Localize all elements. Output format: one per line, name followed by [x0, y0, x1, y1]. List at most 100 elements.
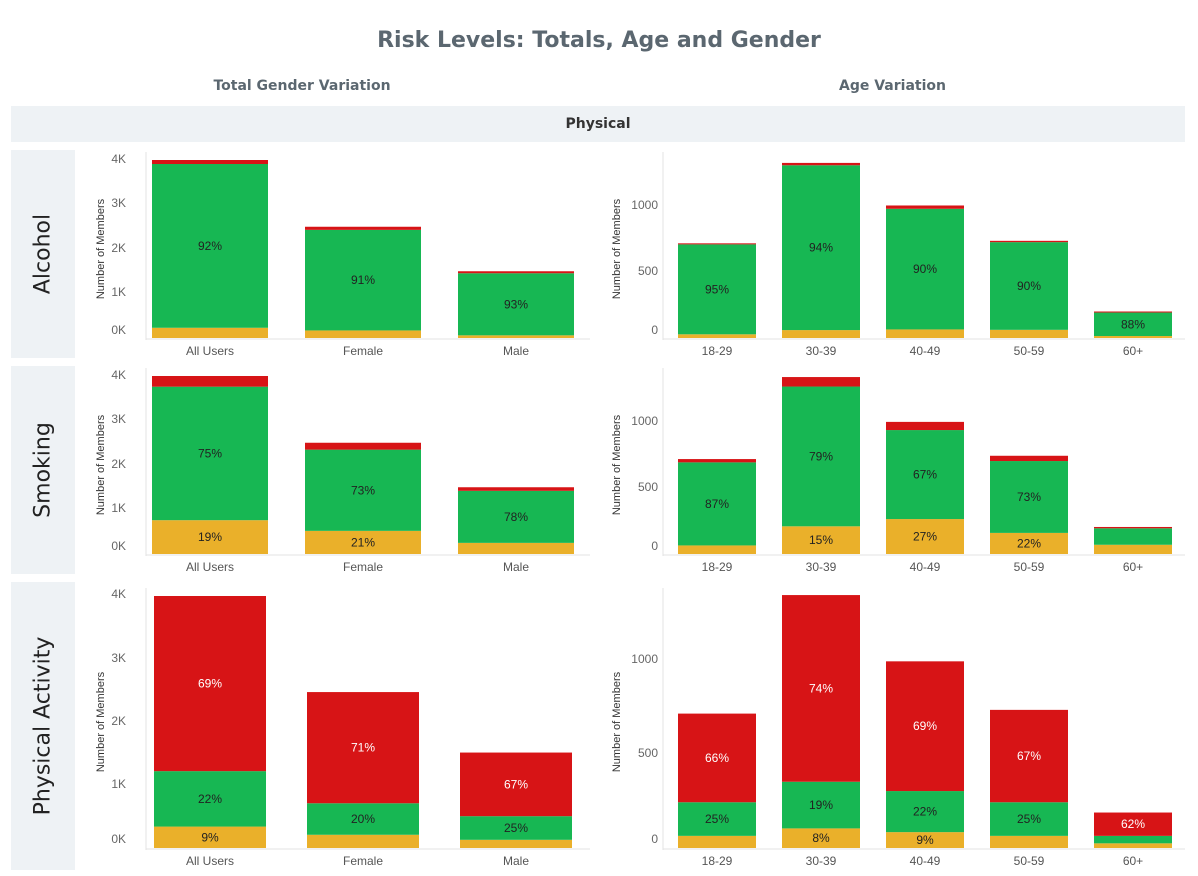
- age-smoking-data-label-18-29-green: 87%: [705, 497, 729, 511]
- gender-physical-activity-y-tick-label: 4K: [111, 587, 126, 601]
- age-smoking-bar-40-49-green: [886, 430, 964, 520]
- age-alcohol-bar-40-49-red: [886, 205, 964, 209]
- age-alcohol-bar-60-yellow: [1094, 336, 1172, 338]
- gender-smoking-y-tick-label: 4K: [111, 368, 126, 382]
- age-physical-activity-bar-50-59-green: [990, 802, 1068, 836]
- physical-band-header: Physical: [11, 106, 1185, 142]
- gender-physical-activity-bar-all-users-red: [154, 596, 266, 772]
- age-smoking-y-axis-title: Number of Members: [611, 414, 623, 515]
- age-physical-activity-bar-30-39-yellow: [782, 828, 860, 848]
- gender-smoking-data-label-all-users-yellow: 19%: [198, 530, 222, 544]
- age-alcohol-data-label-40-49-green: 90%: [913, 262, 937, 276]
- age-alcohol-bar-60-green: [1094, 312, 1172, 337]
- age-alcohol-y-tick-label: 1000: [631, 198, 658, 212]
- gender-smoking-y-tick-label: 1K: [111, 501, 126, 515]
- age-physical-activity-x-tick-label: 18-29: [702, 854, 733, 868]
- age-alcohol-bar-30-39-green: [782, 165, 860, 331]
- age-smoking-data-label-50-59-green: 73%: [1017, 490, 1041, 504]
- age-physical-activity-data-label-40-49-red: 69%: [913, 719, 937, 733]
- gender-smoking-y-tick-label: 0K: [111, 539, 126, 553]
- age-physical-activity-bar-30-39-red: [782, 595, 860, 782]
- age-physical-activity-bar-60-yellow: [1094, 843, 1172, 848]
- age-alcohol-data-label-18-29-green: 95%: [705, 282, 729, 296]
- gender-alcohol-bar-male-red: [458, 271, 574, 274]
- gender-alcohol-data-label-all-users-green: 92%: [198, 239, 222, 253]
- gender-alcohol-y-tick-label: 1K: [111, 285, 126, 299]
- age-physical-activity-bar-30-39-green: [782, 781, 860, 829]
- gender-alcohol-y-tick-label: 4K: [111, 152, 126, 166]
- age-smoking-bar-30-39-red: [782, 377, 860, 387]
- age-alcohol-bar-40-49-green: [886, 208, 964, 330]
- age-smoking-bar-18-29-green: [678, 462, 756, 546]
- age-smoking-bar-50-59-red: [990, 455, 1068, 462]
- gender-alcohol-bar-all-users-green: [152, 164, 268, 328]
- age-alcohol-bar-50-59-green: [990, 242, 1068, 330]
- age-physical-activity-bar-40-49-red: [886, 661, 964, 792]
- age-alcohol-x-tick-label: 30-39: [806, 344, 837, 358]
- age-physical-activity-data-label-50-59-green: 25%: [1017, 812, 1041, 826]
- gender-smoking-data-label-male-green: 78%: [504, 510, 528, 524]
- gender-physical-activity-data-label-male-green: 25%: [504, 821, 528, 835]
- age-smoking-bar-30-39-green: [782, 386, 860, 527]
- age-alcohol-bar-50-59-red: [990, 240, 1068, 243]
- age-alcohol-bar-30-39-red: [782, 162, 860, 166]
- gender-alcohol-bar-male-green: [458, 273, 574, 336]
- age-smoking-x-tick-label: 50-59: [1014, 560, 1045, 574]
- gender-physical-activity-bar-female-yellow: [307, 834, 419, 848]
- row-label-physical-activity: Physical Activity: [11, 582, 75, 870]
- age-physical-activity-data-label-30-39-green: 19%: [809, 798, 833, 812]
- age-smoking-bar-60-red: [1094, 526, 1172, 529]
- age-alcohol-x-tick-label: 40-49: [910, 344, 941, 358]
- age-smoking-x-tick-label: 60+: [1123, 560, 1143, 574]
- age-smoking-data-label-50-59-yellow: 22%: [1017, 536, 1041, 550]
- age-smoking-x-tick-label: 30-39: [806, 560, 837, 574]
- gender-physical-activity-y-tick-label: 2K: [111, 714, 126, 728]
- age-alcohol-data-label-30-39-green: 94%: [809, 241, 833, 255]
- age-alcohol-bar-50-59-yellow: [990, 329, 1068, 338]
- age-smoking-bar-40-49-yellow: [886, 519, 964, 554]
- age-smoking-y-tick-label: 500: [638, 480, 658, 494]
- age-physical-activity-bar-60-red: [1094, 812, 1172, 836]
- gender-smoking-x-tick-label: Male: [503, 560, 529, 574]
- age-alcohol-data-label-60-green: 88%: [1121, 317, 1145, 331]
- age-alcohol-x-tick-label: 60+: [1123, 344, 1143, 358]
- age-smoking-bar-60-yellow: [1094, 544, 1172, 554]
- age-physical-activity-x-tick-label: 60+: [1123, 854, 1143, 868]
- gender-alcohol-bar-female-red: [305, 226, 421, 230]
- age-smoking-y-tick-label: 0: [651, 539, 658, 553]
- gender-smoking-bar-female-green: [305, 449, 421, 531]
- age-alcohol-data-label-50-59-green: 90%: [1017, 279, 1041, 293]
- gender-physical-activity-x-tick-label: All Users: [186, 854, 234, 868]
- gender-column-header: Total Gender Variation: [213, 78, 391, 94]
- gender-alcohol-bar-female-green: [305, 229, 421, 331]
- gender-smoking-y-tick-label: 3K: [111, 412, 126, 426]
- age-smoking-y-tick-label: 1000: [631, 414, 658, 428]
- age-physical-activity-bar-50-59-yellow: [990, 835, 1068, 848]
- gender-physical-activity-bar-male-green: [460, 816, 572, 840]
- gender-alcohol-y-tick-label: 0K: [111, 323, 126, 337]
- age-column-header: Age Variation: [839, 78, 946, 94]
- gender-smoking-bar-male-green: [458, 490, 574, 543]
- age-physical-activity-x-tick-label: 40-49: [910, 854, 941, 868]
- gender-smoking-bar-female-red: [305, 442, 421, 450]
- gender-physical-activity-y-axis-title: Number of Members: [95, 671, 107, 772]
- age-physical-activity-data-label-30-39-red: 74%: [809, 681, 833, 695]
- gender-physical-activity-data-label-female-green: 20%: [351, 812, 375, 826]
- gender-smoking-data-label-all-users-green: 75%: [198, 446, 222, 460]
- age-smoking-bar-18-29-red: [678, 459, 756, 463]
- gender-smoking-bar-male-red: [458, 487, 574, 491]
- age-physical-activity-bar-18-29-green: [678, 802, 756, 836]
- gender-alcohol-x-tick-label: Female: [343, 344, 383, 358]
- age-physical-activity-x-tick-label: 50-59: [1014, 854, 1045, 868]
- age-smoking-data-label-40-49-green: 67%: [913, 468, 937, 482]
- age-alcohol-bar-60-red: [1094, 311, 1172, 313]
- gender-physical-activity-bar-male-red: [460, 752, 572, 817]
- age-alcohol-bar-18-29-yellow: [678, 334, 756, 338]
- gender-alcohol-y-axis-title: Number of Members: [95, 198, 107, 299]
- gender-smoking-data-label-female-green: 73%: [351, 483, 375, 497]
- gender-smoking-data-label-female-yellow: 21%: [351, 535, 375, 549]
- age-alcohol-bar-30-39-yellow: [782, 330, 860, 338]
- gender-alcohol-y-tick-label: 2K: [111, 241, 126, 255]
- gender-alcohol-bar-all-users-red: [152, 160, 268, 165]
- age-physical-activity-data-label-18-29-red: 66%: [705, 751, 729, 765]
